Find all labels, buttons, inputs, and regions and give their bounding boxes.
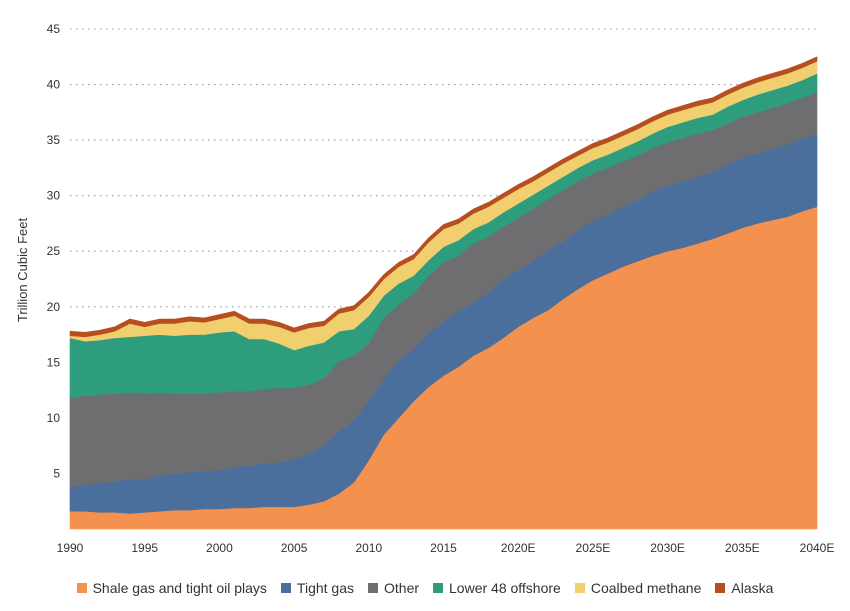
legend-label: Alaska (731, 580, 774, 596)
x-tick-label: 2010 (355, 541, 382, 555)
legend-swatch (715, 583, 726, 593)
legend-swatch (280, 583, 291, 593)
legend-swatch (76, 583, 87, 593)
area-series (69, 56, 818, 530)
y-tick-label: 30 (47, 189, 61, 203)
legend-label: Shale gas and tight oil plays (92, 580, 267, 596)
legend-item: Alaska (715, 580, 773, 596)
legend-item: Other (368, 580, 419, 596)
y-axis-ticks: 5 10 15 20 25 30 35 40 45 (47, 22, 61, 480)
legend-item: Lower 48 offshore (433, 580, 561, 596)
x-tick-label: 2020E (501, 541, 536, 555)
x-tick-label: 2015 (430, 541, 457, 555)
legend-item: Tight gas (280, 580, 354, 596)
x-tick-label: 2025E (576, 541, 611, 555)
legend-swatch (368, 583, 378, 593)
y-tick-label: 20 (47, 300, 61, 314)
legend-label: Other (384, 580, 420, 596)
y-tick-label: 40 (47, 78, 61, 92)
x-tick-label: 2035E (725, 541, 760, 555)
y-tick-label: 35 (47, 133, 61, 147)
legend-swatch (433, 583, 444, 593)
x-tick-label: 2040E (800, 541, 835, 555)
legend-label: Tight gas (296, 580, 354, 596)
x-tick-label: 2030E (650, 541, 685, 555)
legend-item: Shale gas and tight oil plays (76, 580, 267, 596)
chart-legend: Shale gas and tight oil plays Tight gas Ot… (0, 577, 850, 599)
y-tick-label: 15 (47, 355, 61, 369)
legend-label: Coalbed methane (590, 580, 702, 596)
y-axis-title: Trillion Cubic Feet (15, 217, 30, 322)
legend-item: Coalbed methane (574, 580, 702, 596)
x-tick-label: 1990 (57, 541, 84, 555)
x-tick-label: 2005 (281, 541, 308, 555)
y-tick-label: 5 (53, 466, 60, 480)
y-tick-label: 25 (47, 244, 61, 258)
x-tick-label: 2000 (206, 541, 233, 555)
legend-label: Lower 48 offshore (449, 580, 561, 596)
x-axis-ticks: 1990 1995 2000 2005 2010 2015 2020E 2025E 2030E 2… (57, 541, 835, 555)
y-tick-label: 10 (47, 411, 61, 425)
area-alaska (69, 56, 818, 338)
x-tick-label: 1995 (131, 541, 158, 555)
y-tick-label: 45 (47, 22, 61, 36)
legend-swatch (574, 583, 585, 593)
